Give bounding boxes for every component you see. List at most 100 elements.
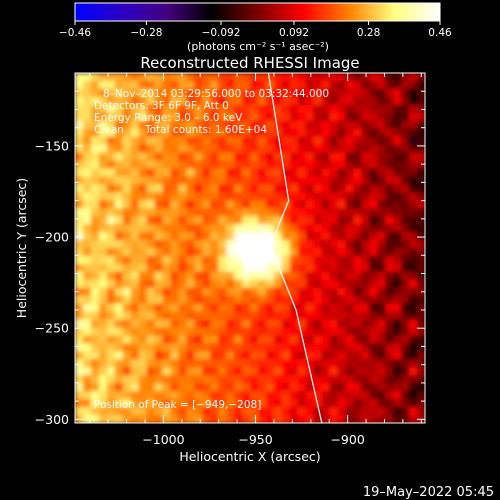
heatmap-cell — [122, 208, 132, 217]
heatmap-cell — [257, 120, 267, 130]
heatmap-cell — [297, 240, 307, 249]
heatmap-cell — [226, 80, 235, 90]
heatmap-cell — [218, 279, 227, 289]
heatmap-cell — [186, 152, 195, 162]
heatmap-cell — [122, 343, 132, 353]
heatmap-cell — [138, 120, 148, 130]
heatmap-cell — [226, 88, 235, 98]
heatmap-cell — [361, 168, 370, 178]
heatmap-cell — [210, 303, 219, 313]
heatmap-cell — [369, 415, 378, 423]
heatmap-cell — [321, 343, 331, 353]
heatmap-cell — [273, 311, 283, 321]
heatmap-cell — [202, 73, 211, 82]
heatmap-cell — [154, 407, 164, 416]
heatmap-cell — [385, 248, 394, 257]
heatmap-cell — [393, 255, 402, 265]
heatmap-cell — [313, 383, 323, 392]
heatmap-cell — [178, 367, 187, 376]
heatmap-cell — [369, 128, 378, 138]
heatmap-cell — [170, 192, 180, 201]
heatmap-cell — [234, 295, 243, 305]
heatmap-cell — [226, 128, 235, 138]
heatmap-cell — [297, 128, 307, 138]
heatmap-cell — [114, 367, 124, 376]
heatmap-cell — [130, 144, 140, 154]
heatmap-cell — [337, 255, 347, 265]
heatmap-cell — [369, 232, 378, 241]
heatmap-cell — [305, 248, 315, 257]
heatmap-cell — [186, 112, 195, 122]
heatmap-cell — [226, 168, 235, 178]
heatmap-cell — [82, 375, 92, 384]
heatmap-cell — [122, 319, 132, 329]
heatmap-cell — [154, 359, 164, 368]
heatmap-cell — [297, 176, 307, 185]
heatmap-cell — [202, 96, 211, 106]
heatmap-cell — [377, 168, 386, 178]
heatmap-cell — [329, 327, 339, 337]
heatmap-cell — [265, 120, 275, 130]
heatmap-cell — [401, 351, 410, 360]
heatmap-cell — [234, 104, 243, 114]
heatmap-cell — [273, 168, 283, 178]
heatmap-cell — [273, 327, 283, 337]
heatmap-cell — [417, 168, 425, 178]
heatmap-cell — [218, 160, 227, 170]
heatmap-cell — [313, 208, 323, 217]
heatmap-cell — [257, 327, 267, 337]
heatmap-cell — [329, 128, 339, 138]
heatmap-cell — [393, 120, 402, 130]
heatmap-cell — [313, 367, 323, 376]
heatmap-cell — [162, 407, 172, 416]
heatmap-cell — [154, 88, 164, 98]
heatmap-cell — [353, 287, 362, 297]
heatmap-cell — [250, 176, 259, 185]
heatmap-cell — [289, 88, 299, 98]
heatmap-cell — [401, 144, 410, 154]
heatmap-cell — [90, 359, 100, 368]
heatmap-cell — [178, 208, 187, 217]
heatmap-cell — [377, 399, 386, 408]
heatmap-cell — [146, 327, 156, 337]
heatmap-cell — [130, 383, 140, 392]
heatmap-cell — [250, 184, 259, 193]
heatmap-cell — [353, 144, 362, 154]
heatmap-cell — [281, 88, 291, 98]
heatmap-cell — [90, 383, 100, 392]
heatmap-cell — [178, 192, 187, 201]
heatmap-cell — [377, 136, 386, 146]
heatmap-cell — [321, 192, 331, 201]
heatmap-cell — [218, 391, 227, 400]
heatmap-cell — [289, 319, 299, 329]
heatmap-cell — [186, 88, 195, 98]
heatmap-cell — [337, 415, 347, 423]
heatmap-cell — [178, 255, 187, 265]
heatmap-cell — [106, 73, 116, 82]
heatmap-cell — [250, 104, 259, 114]
heatmap-cell — [170, 415, 180, 423]
heatmap-cell — [353, 383, 362, 392]
heatmap-cell — [257, 255, 267, 265]
heatmap-cell — [154, 112, 164, 122]
heatmap-cell — [114, 216, 124, 225]
heatmap-cell — [202, 232, 211, 241]
heatmap-cell — [385, 319, 394, 329]
heatmap-cell — [337, 144, 347, 154]
heatmap-cell — [401, 73, 410, 82]
heatmap-cell — [130, 192, 140, 201]
heatmap-cell — [138, 271, 148, 281]
heatmap-cell — [130, 168, 140, 178]
heatmap-cell — [106, 232, 116, 241]
heatmap-cell — [321, 168, 331, 178]
heatmap-cell — [329, 104, 339, 114]
heatmap-cell — [75, 192, 84, 201]
heatmap-cell — [170, 327, 180, 337]
heatmap-cell — [369, 224, 378, 233]
heatmap-cell — [194, 136, 203, 146]
heatmap-cell — [170, 295, 180, 305]
heatmap-cell — [90, 391, 100, 400]
heatmap-cell — [257, 104, 267, 114]
heatmap-cell — [281, 224, 291, 233]
heatmap-cell — [98, 391, 108, 400]
